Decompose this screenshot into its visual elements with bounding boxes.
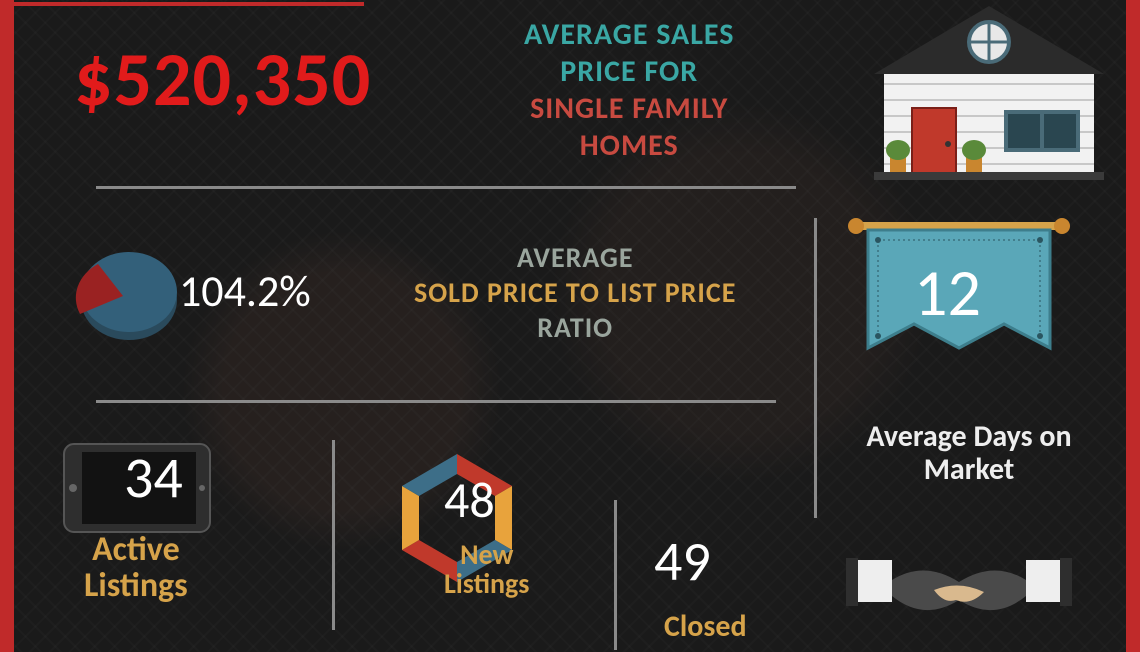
closed-value: 49 [654,528,711,596]
ratio-label-2: SOLD PRICE TO LIST PRICE [414,275,736,310]
active-value: 34 [124,442,183,513]
handshake-icon [844,530,1074,640]
divider-top [96,186,796,189]
active-label: Active Listings [84,532,188,603]
new-label: New Listings [444,540,529,599]
avg-price-label-4: HOMES [524,127,734,164]
new-label-1: New [444,540,529,569]
avg-price-label-2: PRICE FOR [524,53,734,90]
ratio-label: AVERAGE SOLD PRICE TO LIST PRICE RATIO [414,240,736,345]
days-label-1: Average Days on [849,420,1089,453]
ratio-label-3: RATIO [414,310,736,345]
active-label-1: Active [84,532,188,568]
house-icon [854,0,1114,186]
ratio-label-1: AVERAGE [414,240,736,275]
divider-right [814,218,817,518]
avg-price-label-1: AVERAGE SALES [524,16,734,53]
divider-bottom-2 [614,500,617,650]
pie-chart-icon [74,240,184,355]
avg-price-value: $520,350 [74,34,371,126]
accent-bar [14,2,364,6]
avg-price-label-3: SINGLE FAMILY [524,90,734,127]
days-value: 12 [914,252,981,333]
days-label: Average Days on Market [849,420,1089,486]
closed-label: Closed [664,608,747,645]
new-label-2: Listings [444,569,529,598]
avg-price-label: AVERAGE SALES PRICE FOR SINGLE FAMILY HO… [524,16,734,164]
divider-mid [96,400,776,403]
divider-bottom-1 [332,440,335,630]
active-label-2: Listings [84,568,188,604]
ratio-pct-value: 104.2% [179,264,311,318]
new-value: 48 [444,470,495,531]
days-label-2: Market [849,453,1089,486]
